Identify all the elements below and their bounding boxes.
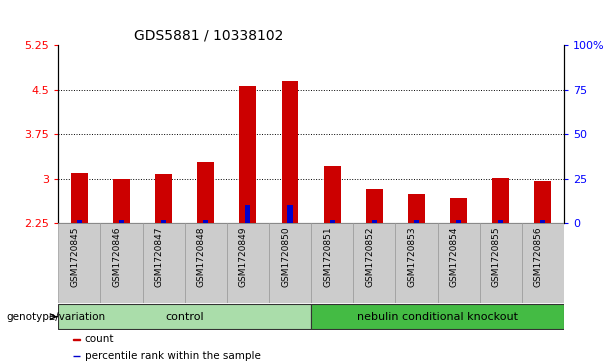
Text: GSM1720851: GSM1720851 [323,227,332,287]
Bar [185,223,227,303]
Bar [245,205,250,223]
Text: GSM1720846: GSM1720846 [112,227,121,287]
Bar [58,305,311,329]
Text: control: control [166,312,204,322]
Bar [541,220,546,223]
Text: count: count [85,334,115,344]
Bar [456,220,461,223]
Bar [240,86,256,223]
Bar [161,220,166,223]
Bar [492,178,509,223]
Bar [438,223,479,303]
Bar [269,223,311,303]
Bar [74,355,80,356]
Text: GSM1720856: GSM1720856 [534,227,543,287]
Bar [498,220,503,223]
Bar [74,339,80,340]
Bar [119,220,124,223]
Bar [155,174,172,223]
Text: genotype/variation: genotype/variation [6,312,105,322]
Text: nebulin conditional knockout: nebulin conditional knockout [357,312,518,322]
Bar [101,223,142,303]
Bar [408,193,425,223]
Bar [522,223,564,303]
Text: percentile rank within the sample: percentile rank within the sample [85,351,261,361]
Bar [330,220,335,223]
Text: GSM1720845: GSM1720845 [70,227,79,287]
Bar [113,179,130,223]
Bar [414,220,419,223]
Bar [203,220,208,223]
Bar [281,81,299,223]
Bar [311,223,353,303]
Bar [287,205,292,223]
Bar [227,223,269,303]
Bar [371,220,377,223]
Text: GSM1720854: GSM1720854 [449,227,459,287]
Text: GSM1720853: GSM1720853 [408,227,416,287]
Text: GSM1720847: GSM1720847 [154,227,164,287]
Text: GSM1720848: GSM1720848 [197,227,206,287]
Bar [479,223,522,303]
Text: GSM1720849: GSM1720849 [239,227,248,287]
Bar [77,220,82,223]
Bar [142,223,185,303]
Bar [450,198,467,223]
Text: GDS5881 / 10338102: GDS5881 / 10338102 [134,29,283,43]
Bar [197,162,214,223]
Bar [535,180,551,223]
Bar [311,305,564,329]
Bar [353,223,395,303]
Text: GSM1720852: GSM1720852 [365,227,375,287]
Text: GSM1720850: GSM1720850 [281,227,290,287]
Bar [58,223,101,303]
Text: GSM1720855: GSM1720855 [492,227,501,287]
Bar [324,166,341,223]
Bar [366,189,383,223]
Bar [71,173,88,223]
Bar [395,223,438,303]
